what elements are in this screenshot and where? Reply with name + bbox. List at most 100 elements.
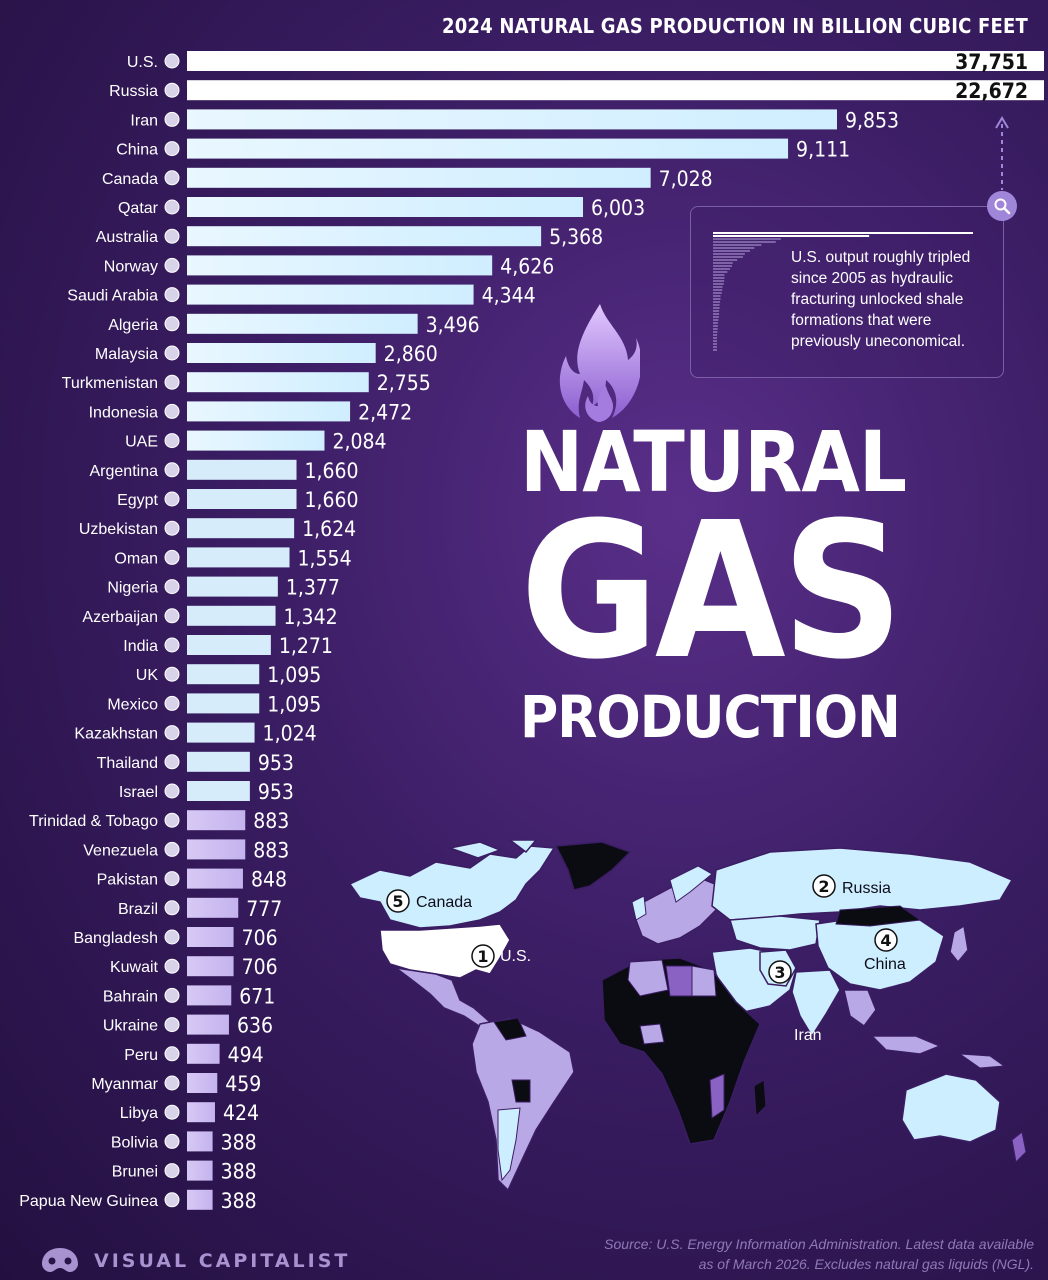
map-region-japan bbox=[949, 924, 969, 964]
country-label-venezuela: Venezuela bbox=[83, 842, 158, 859]
country-label-russia: Russia bbox=[109, 83, 158, 100]
value-label-russia: 22,672 bbox=[955, 79, 1028, 103]
country-label-oman: Oman bbox=[114, 550, 158, 567]
country-label-indonesia: Indonesia bbox=[89, 404, 158, 421]
bar-algeria bbox=[187, 313, 418, 334]
callout-text: U.S. output roughly tripled since 2005 a… bbox=[791, 249, 971, 350]
flag-icon-qatar bbox=[164, 199, 180, 215]
bar-norway bbox=[187, 255, 493, 276]
bar-india bbox=[187, 635, 271, 655]
chart-title: 2024 NATURAL GAS PRODUCTION IN BILLION C… bbox=[441, 14, 1028, 38]
bar-thailand bbox=[187, 751, 250, 772]
country-label-mexico: Mexico bbox=[107, 696, 158, 713]
value-label-malaysia: 2,860 bbox=[384, 342, 438, 366]
svg-text:1: 1 bbox=[477, 947, 488, 966]
map-label-iran: 3 Iran bbox=[768, 960, 822, 1044]
country-label-libya: Libya bbox=[120, 1105, 158, 1122]
value-label-bahrain: 671 bbox=[239, 984, 275, 1008]
bar-brazil bbox=[187, 897, 239, 918]
value-label-libya: 424 bbox=[223, 1101, 259, 1125]
flag-icon-uae bbox=[164, 433, 180, 449]
flag-icon-myanmar bbox=[164, 1075, 180, 1091]
map-region-mozambique bbox=[709, 1073, 725, 1119]
value-label-peru: 494 bbox=[228, 1043, 264, 1067]
flag-icon-india bbox=[164, 637, 180, 653]
svg-text:Canada: Canada bbox=[416, 894, 472, 911]
svg-text:Russia: Russia bbox=[842, 880, 891, 897]
value-label-bolivia: 388 bbox=[221, 1130, 257, 1154]
value-label-canada: 7,028 bbox=[659, 167, 713, 191]
magnifier-icon[interactable] bbox=[987, 191, 1017, 221]
map-region-bolivia bbox=[511, 1079, 531, 1103]
value-label-thailand: 953 bbox=[258, 751, 294, 775]
country-label-nigeria: Nigeria bbox=[107, 580, 158, 597]
value-label-trinidad-tobago: 883 bbox=[253, 809, 289, 833]
flag-icon-bahrain bbox=[164, 987, 180, 1003]
map-region-canada bbox=[348, 845, 556, 929]
bar-libya bbox=[187, 1102, 215, 1123]
country-label-canada: Canada bbox=[102, 171, 158, 188]
country-label-argentina: Argentina bbox=[90, 463, 159, 480]
flag-icon-saudi-arabia bbox=[164, 287, 180, 303]
flag-icon-azerbaijan bbox=[164, 608, 180, 624]
map-region-australia bbox=[901, 1073, 1001, 1143]
flag-icon-kazakhstan bbox=[164, 725, 180, 741]
brand: VISUAL CAPITALIST bbox=[38, 1244, 350, 1278]
value-label-brunei: 388 bbox=[221, 1160, 257, 1184]
map-label-russia: 2 Russia bbox=[812, 874, 891, 898]
bar-uk bbox=[187, 664, 260, 685]
map-region-egypt bbox=[691, 965, 717, 997]
country-label-qatar: Qatar bbox=[118, 200, 159, 217]
map-region-south-america bbox=[471, 1017, 575, 1192]
headline-line-2: GAS bbox=[520, 482, 904, 701]
callout-sparkline bbox=[713, 232, 973, 351]
svg-text:5: 5 bbox=[392, 892, 403, 911]
flag-icon-bolivia bbox=[164, 1133, 180, 1149]
country-label-kazakhstan: Kazakhstan bbox=[74, 726, 158, 743]
country-label-brazil: Brazil bbox=[118, 901, 158, 918]
country-label-egypt: Egypt bbox=[117, 492, 158, 509]
country-label-uk: UK bbox=[136, 667, 159, 684]
bar-australia bbox=[187, 226, 542, 247]
value-label-uk: 1,095 bbox=[267, 663, 321, 687]
flag-icon-ukraine bbox=[164, 1017, 180, 1033]
bar-israel bbox=[187, 781, 250, 801]
headline: NATURAL GAS PRODUCTION bbox=[520, 420, 907, 751]
value-label-kuwait: 706 bbox=[242, 955, 278, 979]
value-label-algeria: 3,496 bbox=[426, 313, 480, 337]
country-label-uae: UAE bbox=[125, 434, 158, 451]
map-region-mongolia bbox=[835, 905, 922, 927]
bar-turkmenistan bbox=[187, 372, 369, 393]
headline-line-3: PRODUCTION bbox=[520, 683, 901, 751]
bar-ukraine bbox=[187, 1014, 229, 1035]
bar-brunei bbox=[187, 1160, 213, 1181]
bar-indonesia bbox=[187, 401, 351, 422]
svg-text:China: China bbox=[864, 956, 906, 973]
flag-icon-malaysia bbox=[164, 345, 180, 361]
flag-icon-indonesia bbox=[164, 403, 180, 419]
map-label-us: 1 U.S. bbox=[471, 944, 531, 968]
value-label-egypt: 1,660 bbox=[305, 488, 359, 512]
bar-malaysia bbox=[187, 343, 376, 363]
map-region-india bbox=[791, 969, 841, 1038]
country-label-u-s: U.S. bbox=[127, 54, 158, 71]
value-label-myanmar: 459 bbox=[225, 1072, 261, 1096]
value-label-venezuela: 883 bbox=[253, 838, 289, 862]
flag-icon-kuwait bbox=[164, 958, 180, 974]
brand-name: VISUAL CAPITALIST bbox=[94, 1250, 351, 1272]
country-label-ukraine: Ukraine bbox=[103, 1018, 158, 1035]
bar-oman bbox=[187, 547, 290, 568]
flag-icon-norway bbox=[164, 257, 180, 273]
country-label-malaysia: Malaysia bbox=[95, 346, 158, 363]
bar-uae bbox=[187, 430, 325, 451]
country-label-azerbaijan: Azerbaijan bbox=[82, 609, 158, 626]
country-label-saudi-arabia: Saudi Arabia bbox=[67, 288, 158, 305]
svg-text:3: 3 bbox=[774, 963, 785, 982]
flag-icon-canada bbox=[164, 170, 180, 186]
country-label-india: India bbox=[123, 638, 158, 655]
flag-icon-papua-new-guinea bbox=[164, 1192, 180, 1208]
bar-trinidad-tobago bbox=[187, 810, 246, 831]
country-label-peru: Peru bbox=[124, 1047, 158, 1064]
bar-uzbekistan bbox=[187, 518, 295, 539]
value-label-saudi-arabia: 4,344 bbox=[482, 284, 536, 308]
